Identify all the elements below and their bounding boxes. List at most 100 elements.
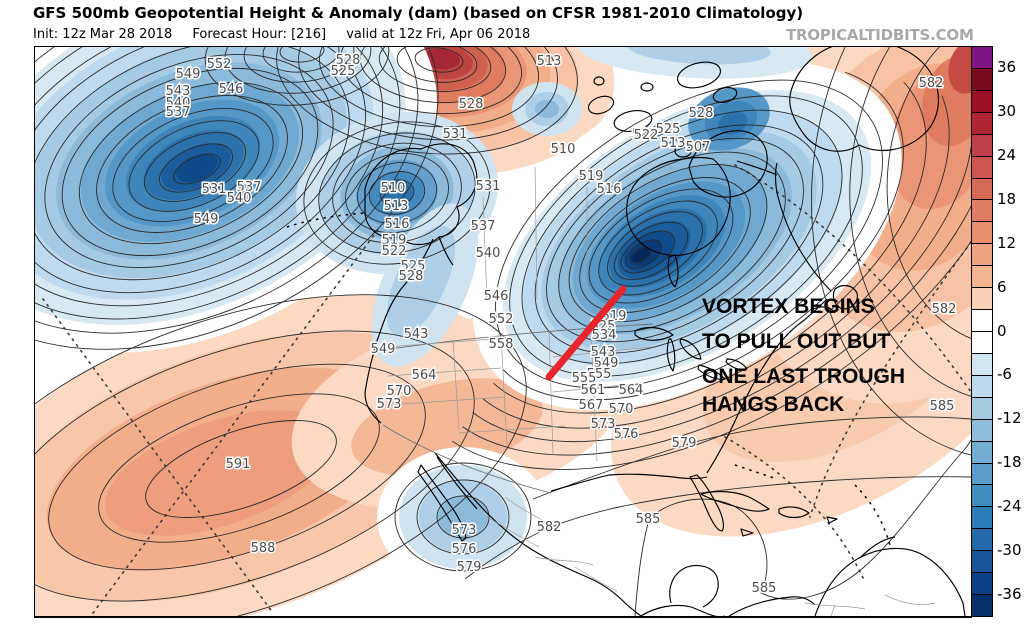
contour-label: 549 — [176, 67, 201, 82]
annotation-arrow — [545, 285, 627, 381]
contour-label: 525 — [656, 122, 681, 137]
contour-label: 510 — [381, 181, 406, 196]
contour-label: 513 — [661, 136, 686, 151]
contour-label: 564 — [619, 383, 644, 398]
contour-label: 537 — [237, 180, 262, 195]
forecast-hour: Forecast Hour: [216] — [192, 27, 327, 42]
colorbar-tick-label: -36 — [997, 585, 1022, 604]
colorbar-cell — [972, 177, 992, 200]
contour-label: 522 — [634, 128, 659, 143]
contour-label: 549 — [371, 342, 396, 357]
colorbar-cell — [972, 550, 992, 573]
contour-label: 570 — [387, 384, 412, 399]
contour-label: 528 — [689, 106, 714, 121]
colorbar-cell — [972, 89, 992, 112]
contour-label: 552 — [489, 312, 514, 327]
contour-label: 555 — [587, 367, 612, 382]
colorbar-cell — [972, 484, 992, 507]
contour-label: 534 — [592, 328, 617, 343]
colorbar-cell — [972, 309, 992, 331]
colorbar-cell — [972, 462, 992, 485]
contour-label: 540 — [476, 246, 501, 261]
contour-label: 531 — [443, 127, 468, 142]
contour-label: 582 — [932, 302, 957, 317]
colorbar-cell — [972, 67, 992, 90]
contour-label: 549 — [594, 356, 619, 371]
colorbar-tick-label: 18 — [997, 189, 1017, 208]
annotation-line: HANGS BACK — [702, 393, 844, 416]
contour-label: 528 — [459, 97, 484, 112]
contour-label: 516 — [597, 182, 622, 197]
colorbar-tick-label: 36 — [997, 57, 1017, 76]
contour-label: 570 — [609, 402, 634, 417]
colorbar-cell — [972, 374, 992, 397]
annotation-text: VORTEX BEGINS TO PULL OUT BUT ONE LAST TRO… — [702, 295, 905, 416]
colorbar-cell — [972, 352, 992, 375]
contour-label: 573 — [591, 417, 616, 432]
colorbar-cell — [972, 47, 992, 68]
colorbar-cell — [972, 396, 992, 419]
contour-label: 543 — [404, 327, 429, 342]
colorbar-cell — [972, 111, 992, 134]
contour-label: 582 — [537, 520, 562, 535]
map-panel: 552 549 546 543 540 537 531 537 540 549 528 525 513 5… — [34, 46, 972, 618]
contour-label: 555 — [572, 371, 597, 386]
watermark: TROPICALTIDBITS.COM — [786, 26, 974, 44]
contour-label: 558 — [489, 337, 514, 352]
contour-label: 540 — [166, 96, 191, 111]
contour-label: 507 — [686, 140, 711, 155]
contour-label: 552 — [207, 57, 232, 72]
colorbar-cell — [972, 133, 992, 156]
contour-label: 531 — [202, 182, 227, 197]
contour-label: 510 — [551, 142, 576, 157]
colorbar-cell — [972, 572, 992, 595]
colorbar-labels: 36 30 24 18 12 6 0 -6 -12 -18 -24 -30 -36 — [997, 46, 1023, 617]
valid-time: valid at 12z Fri, Apr 06 2018 — [346, 27, 531, 42]
contour-label: 519 — [579, 169, 604, 184]
contour-label: 576 — [452, 542, 477, 557]
contour-label: 516 — [385, 217, 410, 232]
contour-label: 525 — [331, 64, 356, 79]
colorbar-cell — [972, 221, 992, 244]
colorbar-tick-label: -30 — [997, 541, 1022, 560]
colorbar-cell — [972, 594, 992, 616]
colorbar-tick-label: 0 — [997, 321, 1007, 340]
contour-label: 546 — [219, 82, 244, 97]
coastlines — [286, 47, 966, 616]
contour-label: 525 — [401, 259, 426, 274]
contour-label: 513 — [384, 199, 409, 214]
colorbar-cell — [972, 155, 992, 178]
run-info: Init: 12z Mar 28 2018 Forecast Hour: [21… — [33, 27, 546, 42]
contour-label: 522 — [382, 244, 407, 259]
contour-label: 549 — [194, 212, 219, 227]
contour-label: 561 — [581, 383, 606, 398]
contour-label: 588 — [251, 541, 276, 556]
annotation-line: VORTEX BEGINS — [702, 295, 875, 318]
contour-label: 576 — [614, 427, 639, 442]
annotation-line: TO PULL OUT BUT — [702, 330, 890, 353]
colorbar — [971, 46, 993, 617]
colorbar-tick-label: 12 — [997, 233, 1017, 252]
contour-label: 543 — [591, 345, 616, 360]
contour-label: 579 — [457, 560, 482, 575]
colorbar-cell — [972, 243, 992, 266]
colorbar-cell — [972, 265, 992, 288]
contour-label: 513 — [537, 54, 562, 69]
colorbar-cell — [972, 528, 992, 551]
contour-label: 522 — [632, 127, 657, 142]
contour-label: 585 — [752, 581, 777, 596]
annotation-line: ONE LAST TROUGH — [702, 365, 905, 388]
contour-label: 543 — [166, 84, 191, 99]
colorbar-cell — [972, 330, 992, 353]
init-time: Init: 12z Mar 28 2018 — [33, 27, 173, 42]
contour-label: 540 — [227, 191, 252, 206]
contour-label: 528 — [336, 53, 361, 68]
colorbar-tick-label: 30 — [997, 101, 1017, 120]
contour-label: 591 — [226, 457, 251, 472]
admin-borders — [376, 166, 936, 616]
page-title: GFS 500mb Geopotential Height & Anomaly … — [33, 4, 804, 22]
contour-label: 519 — [382, 233, 407, 248]
colorbar-tick-label: -6 — [997, 365, 1012, 384]
